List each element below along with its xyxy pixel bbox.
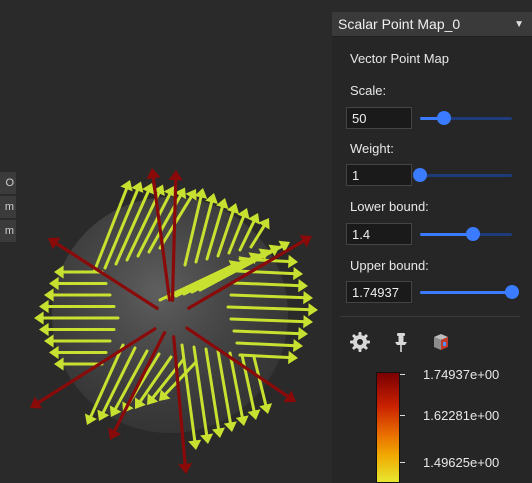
cube-view-icon[interactable]	[429, 330, 453, 354]
weight-input[interactable]: 1	[346, 164, 412, 186]
upper-bound-label: Upper bound:	[350, 258, 429, 273]
vector-arrow-25	[183, 188, 208, 267]
vector-arrow-14	[229, 315, 313, 329]
colorbar-mid-label: 1.62281e+00	[423, 408, 500, 423]
side-tab-3[interactable]: m	[0, 220, 16, 242]
lower-bound-slider[interactable]	[420, 226, 512, 242]
vector-arrow-53	[48, 237, 159, 310]
vector-arrow-7	[49, 345, 108, 360]
weight-slider-thumb[interactable]	[413, 168, 427, 182]
pin-icon[interactable]	[389, 330, 413, 354]
side-tab-2[interactable]: m	[0, 196, 16, 218]
divider	[340, 316, 520, 317]
vector-arrow-5	[39, 322, 116, 337]
vector-arrow-32	[84, 343, 125, 425]
vector-arrow-54	[187, 235, 312, 310]
vector-arrow-20	[114, 183, 155, 266]
vector-arrow-41	[204, 347, 226, 438]
vector-field-render	[30, 168, 318, 474]
vector-arrow-59	[108, 331, 167, 440]
vector-arrow-56	[185, 326, 296, 403]
colorbar-tick-low	[400, 462, 405, 463]
scale-label: Scale:	[350, 83, 387, 98]
vector-arrow-38	[159, 361, 197, 401]
side-tab-1[interactable]: O	[0, 172, 16, 194]
vector-arrow-26	[194, 193, 218, 264]
vector-arrow-11	[232, 279, 308, 293]
vector-arrow-39	[180, 343, 202, 450]
vector-arrow-17	[238, 350, 298, 365]
weight-label: Weight:	[350, 141, 394, 156]
vector-arrow-52	[146, 168, 172, 302]
vector-arrow-37	[147, 358, 185, 405]
vector-arrow-10	[235, 266, 303, 281]
vector-arrow-15	[232, 327, 308, 341]
colorbar-low-label: 1.49625e+00	[423, 455, 500, 470]
vector-arrow-58	[168, 170, 183, 302]
upper-bound-slider[interactable]	[420, 284, 519, 300]
lower-bound-label: Lower bound:	[350, 199, 429, 214]
vector-arrow-44	[240, 353, 261, 420]
upper-bound-input[interactable]: 1.74937	[346, 281, 412, 303]
colorbar-max-label: 1.74937e+00	[423, 367, 500, 382]
panel-title: Scalar Point Map_0	[338, 16, 461, 32]
lower-bound-slider-thumb[interactable]	[466, 227, 481, 241]
upper-bound-slider-thumb[interactable]	[505, 285, 519, 299]
vector-arrow-18	[92, 180, 133, 274]
colorbar-tick-mid	[400, 415, 405, 416]
vector-arrow-42	[216, 349, 237, 432]
vector-arrow-55	[30, 327, 157, 409]
vector-arrow-28	[216, 203, 240, 258]
vector-arrow-33	[97, 346, 137, 421]
vector-arrow-31	[249, 218, 270, 249]
scale-slider-thumb[interactable]	[436, 111, 451, 125]
vector-arrow-13	[226, 303, 318, 317]
chevron-down-icon[interactable]: ▼	[514, 18, 524, 30]
vector-arrow-1	[49, 276, 108, 291]
vector-arrow-36	[135, 355, 173, 409]
colorbar	[376, 372, 400, 483]
vector-arrow-30	[238, 213, 260, 252]
vector-arrow-6	[44, 334, 112, 348]
vector-arrow-16	[235, 338, 303, 353]
panel-header-dropdown[interactable]: Scalar Point Map_0 ▼	[332, 12, 532, 37]
section-title: Vector Point Map	[350, 51, 449, 66]
vector-arrow-51	[198, 240, 290, 292]
colorbar-tick-max	[400, 374, 405, 375]
properties-panel: Scalar Point Map_0 ▼ Vector Point Map Sc…	[332, 12, 532, 483]
weight-slider[interactable]	[413, 167, 512, 183]
vector-arrow-40	[192, 345, 214, 444]
scale-input[interactable]: 50	[346, 107, 412, 129]
vector-arrow-4	[34, 311, 120, 325]
vector-arrow-19	[103, 181, 144, 270]
lower-bound-input[interactable]: 1.4	[346, 223, 412, 245]
gear-icon[interactable]	[348, 330, 372, 354]
vector-arrow-3	[39, 299, 116, 314]
vector-arrow-8	[54, 357, 104, 371]
vector-arrow-45	[252, 355, 273, 414]
vector-arrow-34	[109, 349, 149, 417]
vector-arrow-21	[125, 184, 165, 262]
vector-arrow-43	[228, 351, 249, 426]
vector-arrow-22	[136, 186, 176, 258]
vector-arrow-29	[227, 208, 250, 255]
vector-arrow-2	[44, 288, 112, 302]
scale-slider[interactable]	[420, 110, 512, 126]
vector-arrow-12	[229, 291, 313, 305]
vector-arrow-27	[205, 198, 229, 261]
vector-arrow-57	[172, 335, 193, 474]
